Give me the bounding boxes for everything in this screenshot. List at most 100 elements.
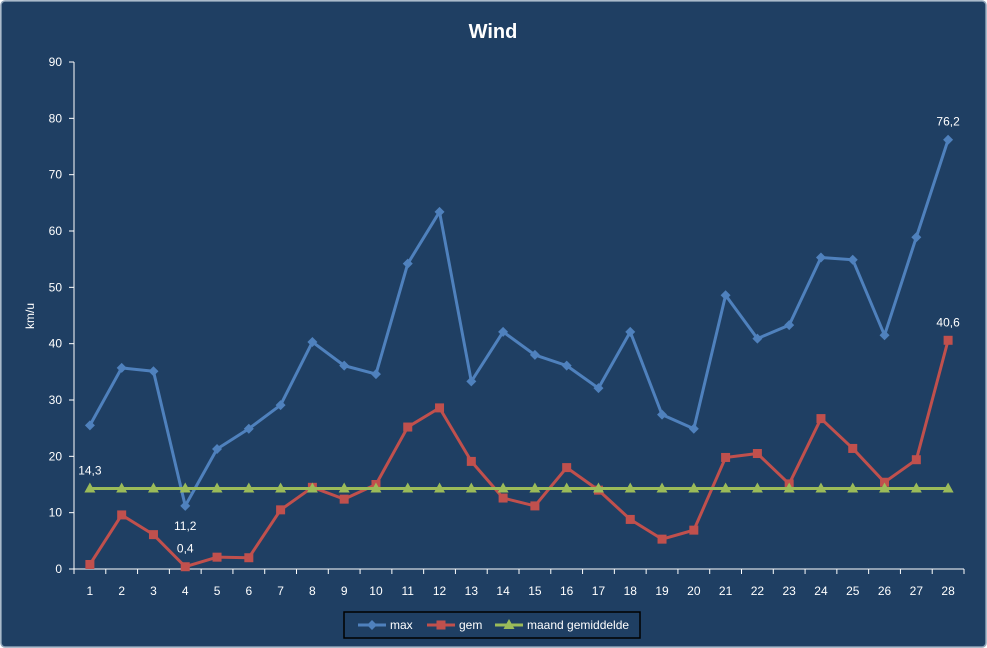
data-point xyxy=(244,553,254,563)
data-point xyxy=(116,362,127,373)
series-maand-gemiddelde xyxy=(84,482,954,493)
data-point xyxy=(434,482,446,493)
x-tick-label: 16 xyxy=(560,584,574,598)
data-point xyxy=(435,403,445,413)
series-line xyxy=(88,339,950,569)
data-point xyxy=(592,482,604,493)
data-point xyxy=(180,500,191,511)
data-point xyxy=(561,360,572,371)
legend-item: gem xyxy=(427,618,482,632)
data-point xyxy=(879,482,891,493)
x-tick-label: 8 xyxy=(309,584,316,598)
x-tick-label: 25 xyxy=(846,584,860,598)
x-tick-label: 24 xyxy=(814,584,828,598)
x-tick-label: 15 xyxy=(528,584,542,598)
data-point xyxy=(116,482,128,493)
data-point xyxy=(466,376,477,387)
data-point xyxy=(117,510,127,520)
data-point xyxy=(529,349,540,360)
data-point xyxy=(943,335,953,345)
x-tick-label: 4 xyxy=(182,584,189,598)
data-point xyxy=(815,252,826,263)
data-point xyxy=(529,482,541,493)
data-label: 76,2 xyxy=(936,115,960,129)
data-point xyxy=(562,463,572,473)
data-point xyxy=(720,482,732,493)
data-point xyxy=(689,525,699,535)
data-point xyxy=(212,444,223,455)
data-label: 40,6 xyxy=(936,315,960,329)
data-point xyxy=(593,383,604,394)
x-tick-label: 17 xyxy=(592,584,606,598)
data-point xyxy=(848,443,858,453)
x-tick-label: 5 xyxy=(214,584,221,598)
x-tick-label: 27 xyxy=(910,584,924,598)
legend-label: max xyxy=(390,618,413,632)
series-line xyxy=(88,139,950,508)
data-point xyxy=(498,493,508,503)
data-point xyxy=(465,482,477,493)
data-point xyxy=(243,482,255,493)
y-tick-label: 80 xyxy=(49,111,63,125)
legend-marker xyxy=(503,619,515,629)
y-tick-label: 10 xyxy=(49,506,63,520)
legend-marker xyxy=(436,620,446,630)
y-axis-ticks: 0 10 20 30 40 50 60 70 80 90 xyxy=(49,55,74,576)
data-point xyxy=(212,552,222,562)
data-point xyxy=(815,482,827,493)
data-point xyxy=(880,477,890,487)
data-point xyxy=(84,482,96,493)
legend-marker xyxy=(367,620,377,630)
legend-item: max xyxy=(358,618,413,632)
data-point xyxy=(942,482,954,493)
data-point xyxy=(243,423,254,434)
data-point xyxy=(721,452,731,462)
chart-title: Wind xyxy=(469,21,518,43)
data-point xyxy=(751,482,763,493)
data-point xyxy=(657,534,667,544)
data-point xyxy=(306,482,318,493)
data-point xyxy=(498,326,509,337)
data-point xyxy=(84,420,95,431)
y-tick-label: 90 xyxy=(49,55,63,69)
y-tick-label: 0 xyxy=(55,562,62,576)
data-point xyxy=(625,514,635,524)
data-point xyxy=(148,530,158,540)
x-axis-ticks: 1 2 3 4 5 6 7 8 9 10 11 12 13 14 15 16 17 18 19 20 21 22 23 24 2… xyxy=(73,569,965,598)
data-point xyxy=(275,400,286,411)
y-tick-label: 70 xyxy=(49,168,63,182)
x-tick-label: 19 xyxy=(655,584,669,598)
legend-box xyxy=(343,611,641,639)
data-point xyxy=(910,482,922,493)
data-point xyxy=(180,562,190,572)
data-point xyxy=(339,360,350,371)
data-point xyxy=(530,501,540,511)
legend: max gem maand gemiddelde xyxy=(343,611,641,639)
data-point xyxy=(720,290,731,301)
data-label: 0,4 xyxy=(177,542,194,556)
data-point xyxy=(816,414,826,424)
x-tick-label: 22 xyxy=(751,584,765,598)
data-point xyxy=(307,336,318,347)
x-tick-label: 6 xyxy=(245,584,252,598)
data-label: 11,2 xyxy=(174,519,197,533)
data-point xyxy=(85,559,95,569)
series-max xyxy=(84,134,954,511)
x-tick-label: 11 xyxy=(402,584,415,598)
y-axis-title: km/u xyxy=(23,303,37,329)
data-point xyxy=(656,482,668,493)
data-point xyxy=(752,333,763,344)
y-tick-label: 20 xyxy=(49,449,63,463)
data-labels: 11,2 76,2 0,4 40,6 14,3 xyxy=(78,115,960,556)
data-point xyxy=(338,482,350,493)
data-point xyxy=(879,330,890,341)
y-tick-label: 40 xyxy=(49,337,63,351)
data-point xyxy=(211,482,223,493)
data-point xyxy=(911,232,922,243)
data-point xyxy=(403,422,413,432)
y-tick-label: 30 xyxy=(49,393,63,407)
data-point xyxy=(370,482,382,493)
legend-item: maand gemiddelde xyxy=(495,618,629,632)
